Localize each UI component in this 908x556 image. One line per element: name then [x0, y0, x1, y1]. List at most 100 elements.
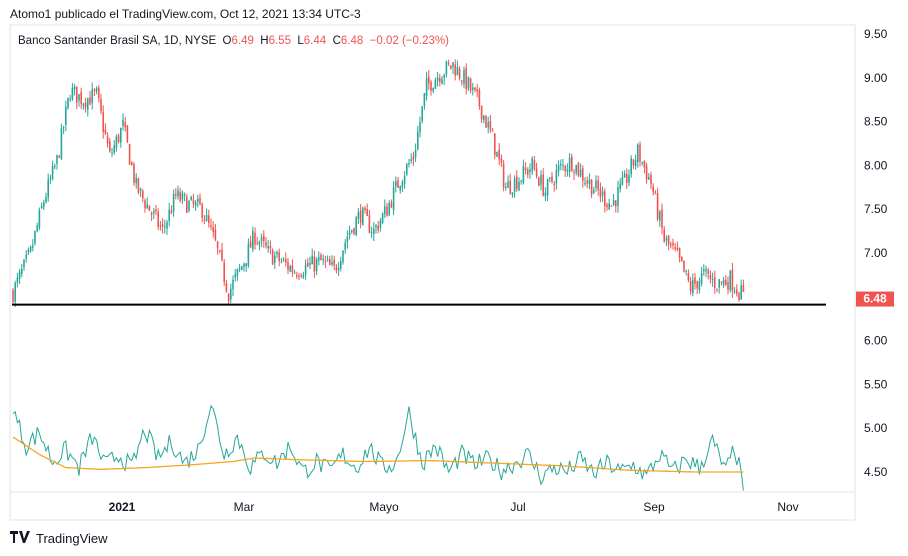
- candle-body: [133, 163, 135, 183]
- candle-body: [463, 70, 465, 84]
- candle-body: [597, 180, 599, 190]
- candle-body: [208, 215, 210, 224]
- candle-body: [331, 262, 333, 265]
- candle-body: [265, 242, 267, 247]
- high-label: H: [260, 35, 269, 47]
- candle-body: [709, 274, 712, 279]
- low-value: 6.44: [303, 35, 327, 47]
- footer-brand[interactable]: TradingView: [36, 530, 108, 546]
- candle-body: [725, 280, 727, 285]
- open-label: O: [222, 35, 232, 47]
- candle-body: [346, 236, 349, 242]
- candle-body: [280, 261, 283, 263]
- candle-body: [648, 177, 650, 180]
- candle-body: [355, 217, 357, 236]
- price-tick-label: 9.00: [864, 71, 888, 85]
- candle-body: [582, 168, 584, 181]
- symbol-name: Banco Santander Brasil SA, 1D, NYSE: [18, 35, 217, 47]
- candle-body: [379, 220, 382, 228]
- candle-body: [172, 193, 175, 212]
- candle-body: [401, 182, 404, 188]
- candle-body: [498, 149, 500, 160]
- candle-body: [414, 149, 417, 157]
- candle-body: [175, 194, 177, 196]
- time-tick-label: Sep: [643, 500, 665, 514]
- candle-body: [489, 120, 492, 131]
- candle-body: [711, 278, 714, 281]
- candle-body: [634, 160, 637, 167]
- candle-body: [216, 241, 219, 249]
- candle-body: [166, 222, 168, 229]
- candle-body: [340, 260, 342, 269]
- candle-body: [452, 62, 454, 68]
- candle-body: [681, 256, 683, 262]
- candle-body: [590, 179, 593, 195]
- candle-body: [417, 131, 419, 150]
- candle-body: [707, 270, 709, 274]
- candle-body: [542, 174, 544, 196]
- candle-body: [454, 64, 456, 76]
- candle-body: [199, 197, 201, 205]
- candle-body: [650, 174, 652, 185]
- candle-body: [254, 232, 256, 245]
- candle-body: [421, 106, 423, 122]
- candle-body: [236, 269, 239, 276]
- close-label: C: [332, 35, 341, 47]
- candle-body: [659, 211, 661, 221]
- candle-body: [714, 277, 716, 288]
- candle-body: [630, 158, 632, 175]
- time-tick-label: 2021: [109, 500, 136, 514]
- candle-body: [247, 243, 250, 266]
- chart-frame: [9, 24, 856, 521]
- candle-body: [381, 213, 384, 223]
- candle-body: [161, 224, 164, 227]
- candle-body: [456, 67, 459, 76]
- candle-body: [500, 158, 503, 163]
- candle-body: [148, 205, 151, 211]
- candle-body: [472, 87, 474, 90]
- candle-body: [432, 87, 434, 92]
- candle-body: [641, 162, 643, 164]
- candle-body: [694, 277, 696, 284]
- candle-body: [258, 242, 261, 245]
- candle-body: [443, 74, 445, 79]
- candle-body: [683, 260, 685, 272]
- candle-body: [168, 209, 170, 221]
- candle-body: [98, 87, 100, 99]
- candle-body: [109, 141, 111, 152]
- candle-body: [353, 228, 355, 234]
- candle-body: [278, 252, 280, 262]
- candle-body: [623, 173, 626, 178]
- candle-body: [458, 68, 461, 79]
- candle-body: [656, 193, 659, 220]
- high-value: 6.55: [268, 35, 291, 47]
- candle-body: [296, 275, 298, 277]
- candle-body: [245, 263, 247, 267]
- price-tick-label: 8.00: [864, 158, 888, 172]
- price-tick-label: 7.00: [864, 246, 888, 260]
- candle-body: [311, 255, 313, 265]
- candle-body: [604, 191, 606, 206]
- candle-body: [696, 281, 698, 289]
- price-tick-label: 6.00: [864, 334, 888, 348]
- candle-body: [54, 165, 56, 167]
- candle-body: [692, 279, 694, 294]
- candle-body: [212, 227, 214, 233]
- candle-body: [201, 203, 203, 218]
- candle-body: [511, 192, 514, 195]
- candle-body: [291, 265, 294, 273]
- time-tick-label: Nov: [777, 500, 798, 514]
- candle-body: [654, 192, 657, 194]
- candle-body: [100, 98, 102, 112]
- candle-body: [293, 272, 296, 274]
- candle-body: [447, 62, 450, 64]
- change-value: −0.02 (−0.23%): [369, 35, 449, 47]
- candle-body: [82, 104, 85, 106]
- candle-body: [113, 145, 115, 153]
- candle-body: [300, 275, 302, 277]
- candle-body: [476, 89, 478, 92]
- candle-body: [104, 129, 107, 134]
- last-price-badge: [856, 291, 894, 307]
- candle-body: [562, 165, 564, 167]
